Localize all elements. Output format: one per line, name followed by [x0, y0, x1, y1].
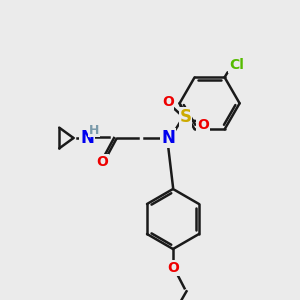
Text: O: O [96, 154, 108, 169]
Text: O: O [162, 95, 174, 110]
Text: H: H [89, 124, 99, 136]
Text: S: S [179, 108, 191, 126]
Text: Cl: Cl [229, 58, 244, 72]
Text: N: N [80, 129, 94, 147]
Text: N: N [161, 129, 175, 147]
Text: O: O [167, 261, 179, 275]
Text: O: O [197, 118, 209, 132]
